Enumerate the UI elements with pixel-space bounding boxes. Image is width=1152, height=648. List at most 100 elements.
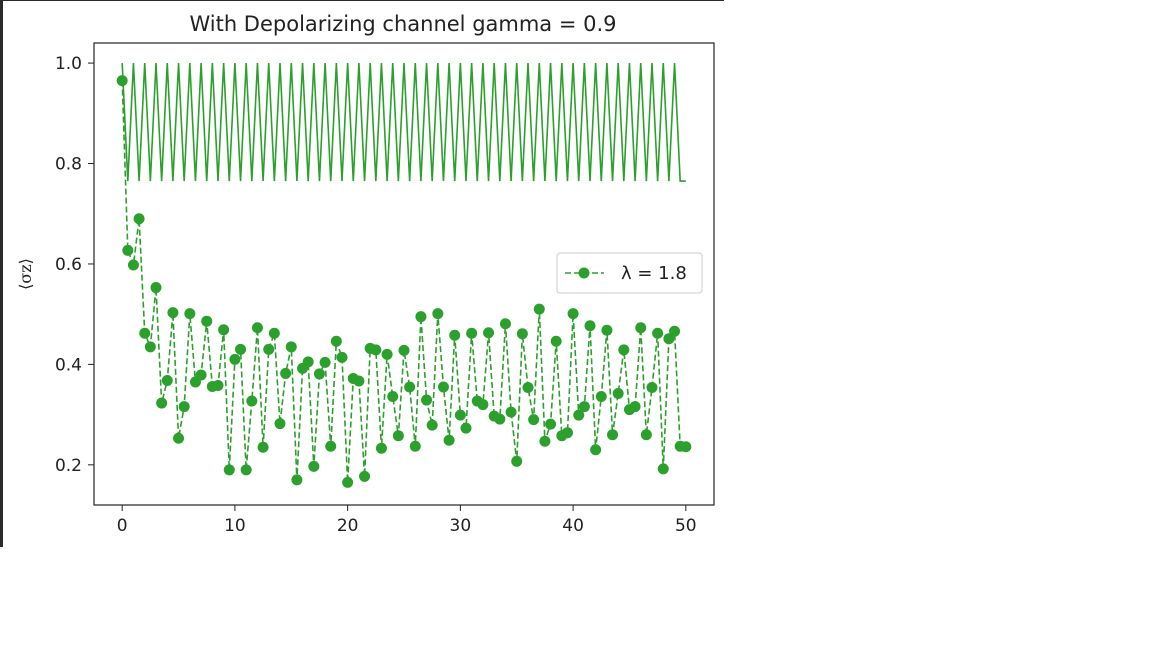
data-point: [330, 335, 342, 347]
data-point: [477, 399, 489, 411]
data-point: [533, 303, 545, 315]
data-point: [167, 307, 179, 319]
data-point: [483, 327, 495, 339]
data-point: [646, 381, 658, 393]
data-point: [156, 397, 168, 409]
data-point: [415, 311, 427, 323]
data-point: [505, 406, 517, 418]
data-point: [139, 327, 151, 339]
data-point: [567, 308, 579, 320]
legend-box: [556, 252, 703, 294]
data-point: [313, 368, 325, 380]
data-point: [359, 470, 371, 482]
data-point: [133, 213, 145, 225]
data-point: [663, 333, 675, 345]
data-point: [432, 308, 444, 320]
data-point: [443, 434, 455, 446]
data-point: [528, 414, 540, 426]
x-tick-label: 0: [117, 516, 128, 536]
window-top-edge: [3, 0, 724, 1]
data-point: [280, 367, 292, 379]
x-tick-label: 10: [224, 516, 246, 536]
plot-area: [116, 63, 692, 488]
data-point: [325, 440, 337, 452]
data-point: [291, 474, 303, 486]
data-point: [494, 413, 506, 425]
y-tick-label: 0.6: [55, 255, 82, 275]
data-point: [590, 444, 602, 456]
legend-marker: [578, 267, 590, 279]
data-point: [251, 322, 263, 334]
x-tick-label: 20: [337, 516, 359, 536]
data-point: [561, 427, 573, 439]
data-point: [522, 381, 534, 393]
data-point: [229, 353, 241, 365]
data-point: [274, 418, 286, 430]
data-point: [618, 344, 630, 356]
data-point: [601, 324, 613, 336]
plot-frame: [93, 42, 715, 506]
data-point: [640, 429, 652, 441]
data-point: [578, 401, 590, 413]
data-point: [336, 351, 348, 363]
data-point: [409, 440, 421, 452]
data-point: [573, 409, 585, 421]
data-point: [161, 374, 173, 386]
legend: λ = 1.8: [556, 252, 703, 294]
data-point: [539, 435, 551, 447]
data-point: [392, 430, 404, 442]
data-point: [144, 341, 156, 353]
data-point: [499, 318, 511, 330]
chart-title: With Depolarizing channel gamma = 0.9: [189, 12, 616, 36]
data-point: [212, 379, 224, 391]
legend-label: λ = 1.8: [621, 263, 687, 284]
data-point: [421, 394, 433, 406]
data-point: [285, 341, 297, 353]
data-point: [607, 429, 619, 441]
series-line-0: [121, 63, 686, 182]
y-tick-label: 0.2: [55, 456, 82, 476]
window-left-edge: [0, 0, 3, 547]
data-point: [516, 328, 528, 340]
data-point: [449, 329, 461, 341]
data-point: [612, 388, 624, 400]
y-tick-label: 0.8: [55, 155, 82, 175]
data-point: [680, 441, 692, 453]
data-point: [218, 324, 230, 336]
data-point: [375, 442, 387, 454]
y-tick-label: 0.4: [55, 355, 82, 375]
x-tick-label: 50: [675, 516, 697, 536]
data-point: [342, 476, 354, 488]
x-tick-label: 30: [450, 516, 472, 536]
data-point: [173, 432, 185, 444]
y-tick-label: 1.0: [55, 54, 82, 74]
data-point: [150, 282, 162, 294]
data-point: [511, 455, 523, 467]
data-point: [302, 356, 314, 368]
data-point: [381, 348, 393, 360]
data-point: [545, 418, 557, 430]
data-point: [268, 327, 280, 339]
data-point: [201, 315, 213, 327]
data-point: [657, 463, 669, 475]
data-point: [460, 422, 472, 434]
data-point: [240, 464, 252, 476]
data-point: [178, 401, 190, 413]
data-point: [652, 327, 664, 339]
y-axis-label: ⟨σz⟩: [16, 258, 35, 290]
data-point: [466, 327, 478, 339]
data-point: [353, 375, 365, 387]
x-tick-label: 40: [562, 516, 584, 536]
data-point: [398, 344, 410, 356]
data-point: [550, 335, 562, 347]
data-point: [319, 356, 331, 368]
data-point: [584, 320, 596, 332]
data-point: [595, 391, 607, 403]
data-point: [257, 441, 269, 453]
data-point: [263, 343, 275, 355]
data-point: [437, 381, 449, 393]
data-point: [370, 344, 382, 356]
data-point: [387, 391, 399, 403]
data-point: [127, 259, 139, 271]
